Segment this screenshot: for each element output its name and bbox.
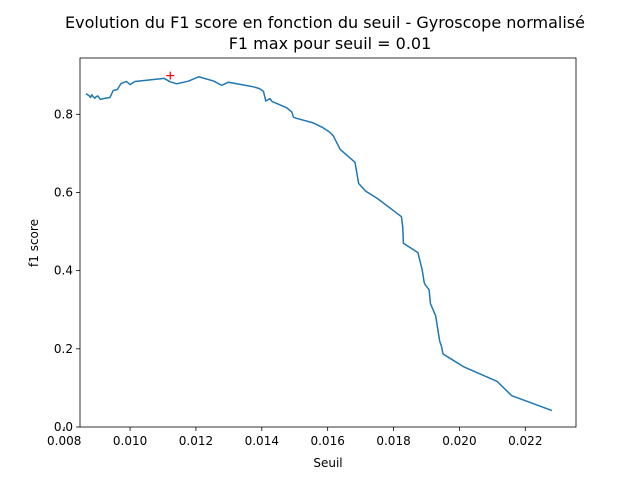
series-line-0 [85, 76, 553, 412]
x-tick-label: 0.018 [376, 434, 410, 448]
y-tick-label: 0.6 [54, 185, 73, 199]
y-axis-label: f1 score [27, 219, 41, 267]
chart-subtitle: F1 max pour seuil = 0.01 [229, 34, 432, 53]
chart-title: Evolution du F1 score en fonction du seu… [65, 13, 585, 32]
y-tick-label: 0.4 [54, 264, 73, 278]
y-tick-label: 0.0 [54, 420, 73, 434]
x-axis-label: Seuil [313, 456, 342, 470]
x-tick-label: 0.016 [310, 434, 344, 448]
axis-ticks: 0.008 0.010 0.012 0.014 0.016 0.018 0.020 0.022… [47, 57, 577, 448]
x-tick-label: 0.010 [113, 434, 147, 448]
y-tick-label: 0.2 [54, 342, 73, 356]
x-tick-label: 0.020 [442, 434, 476, 448]
x-tick-label: 0.014 [245, 434, 279, 448]
max-f1-marker [166, 71, 175, 80]
x-tick-label: 0.022 [508, 434, 542, 448]
x-tick-label: 0.008 [47, 434, 81, 448]
y-tick-label: 0.8 [54, 107, 73, 121]
plot-area [85, 71, 553, 412]
x-tick-label: 0.012 [179, 434, 213, 448]
